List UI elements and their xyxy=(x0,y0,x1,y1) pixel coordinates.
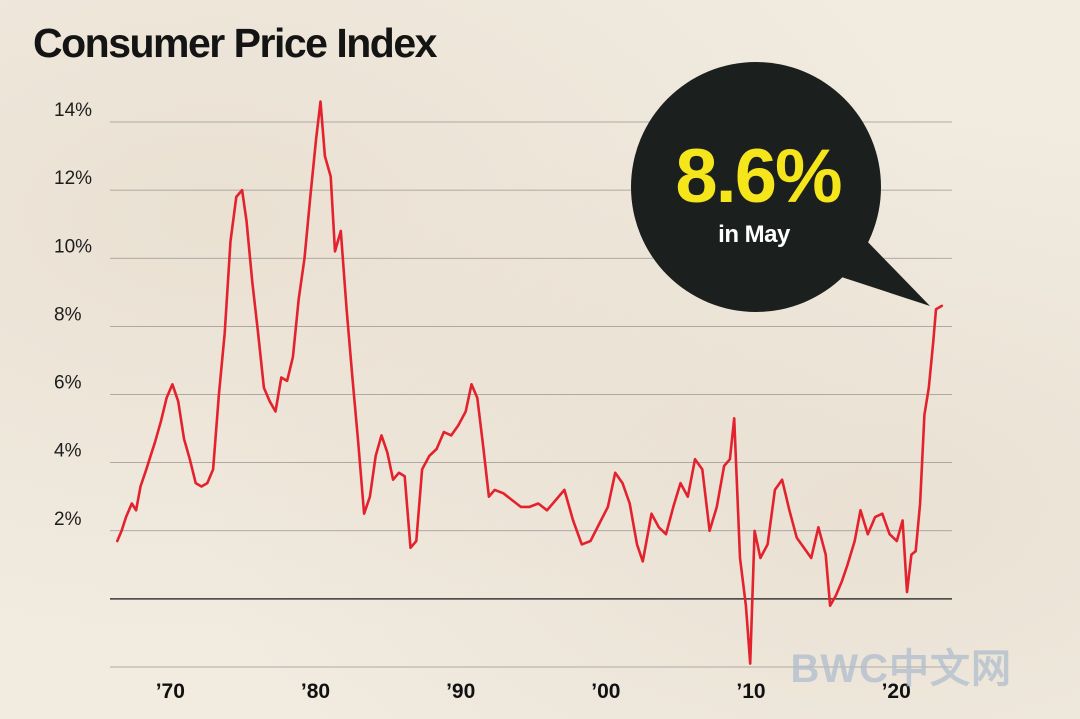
y-tick-label: 12% xyxy=(54,168,92,189)
x-tick-label: ’10 xyxy=(736,680,765,703)
x-tick-label: ’00 xyxy=(591,680,620,703)
callout-label: in May xyxy=(718,221,791,248)
watermark: BWC中文网 xyxy=(790,647,1012,691)
cpi-series-line xyxy=(116,100,944,665)
y-tick-label: 10% xyxy=(54,236,92,257)
y-tick-label: 4% xyxy=(54,441,82,462)
x-axis-ticks: ’70 ’80 ’90 ’00 ’10 ’20 xyxy=(156,680,911,703)
callout-value: 8.6% xyxy=(675,134,841,219)
chart-title: Consumer Price Index xyxy=(33,20,437,66)
callout-circle xyxy=(631,62,881,312)
callout-bubble: 8.6% in May xyxy=(631,62,930,312)
x-tick-label: ’20 xyxy=(882,680,911,703)
x-tick-label: ’80 xyxy=(301,680,330,703)
y-tick-label: 2% xyxy=(54,509,82,530)
y-tick-label: 6% xyxy=(54,373,82,394)
y-axis-ticks: 14% 12% 10% 8% 6% 4% 2% xyxy=(54,100,92,530)
y-tick-label: 14% xyxy=(54,100,92,121)
x-tick-label: ’70 xyxy=(156,680,185,703)
x-tick-label: ’90 xyxy=(446,680,475,703)
y-tick-label: 8% xyxy=(54,304,82,325)
